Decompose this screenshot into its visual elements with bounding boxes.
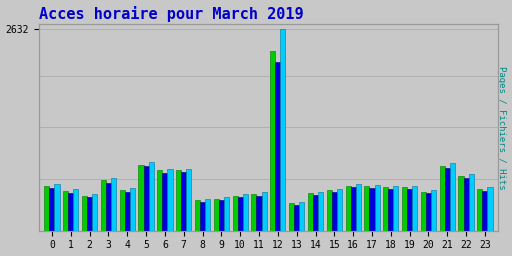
Bar <box>313 195 318 231</box>
Bar <box>143 166 148 231</box>
Bar <box>370 188 374 231</box>
Bar <box>73 189 78 231</box>
Bar <box>281 29 286 231</box>
Bar <box>308 193 313 231</box>
Bar <box>125 192 130 231</box>
Bar <box>68 193 73 231</box>
Bar <box>138 165 143 231</box>
Bar <box>87 197 92 231</box>
Bar <box>200 202 205 231</box>
Bar <box>445 168 450 231</box>
Bar <box>157 170 162 231</box>
Bar <box>101 180 106 231</box>
Bar <box>365 186 370 231</box>
Bar <box>318 192 323 231</box>
Bar <box>186 169 191 231</box>
Bar <box>332 192 337 231</box>
Bar <box>167 169 173 231</box>
Bar <box>130 188 135 231</box>
Bar <box>374 185 379 231</box>
Bar <box>299 202 304 231</box>
Bar <box>388 189 393 231</box>
Bar <box>111 178 116 231</box>
Bar <box>54 184 59 231</box>
Bar <box>337 189 342 231</box>
Bar <box>257 196 262 231</box>
Bar <box>450 163 455 231</box>
Bar <box>383 187 388 231</box>
Bar <box>238 197 243 231</box>
Bar <box>214 199 219 231</box>
Bar <box>440 166 445 231</box>
Text: Acces horaire pour March 2019: Acces horaire pour March 2019 <box>39 6 304 22</box>
Y-axis label: Pages / Fichiers / Hits: Pages / Fichiers / Hits <box>498 66 506 189</box>
Bar <box>82 196 87 231</box>
Bar <box>458 176 463 231</box>
Bar <box>232 196 238 231</box>
Bar <box>251 194 257 231</box>
Bar <box>477 189 482 231</box>
Bar <box>463 178 468 231</box>
Bar <box>412 186 417 231</box>
Bar <box>407 189 412 231</box>
Bar <box>289 203 294 231</box>
Bar <box>327 190 332 231</box>
Bar <box>50 188 54 231</box>
Bar <box>426 193 431 231</box>
Bar <box>224 197 229 231</box>
Bar <box>243 194 248 231</box>
Bar <box>393 186 398 231</box>
Bar <box>195 200 200 231</box>
Bar <box>270 51 275 231</box>
Bar <box>162 173 167 231</box>
Bar <box>63 191 68 231</box>
Bar <box>148 162 154 231</box>
Bar <box>275 62 281 231</box>
Bar <box>106 183 111 231</box>
Bar <box>176 170 181 231</box>
Bar <box>402 187 407 231</box>
Bar <box>45 186 50 231</box>
Bar <box>431 190 436 231</box>
Bar <box>468 174 474 231</box>
Bar <box>421 192 426 231</box>
Bar <box>181 172 186 231</box>
Bar <box>346 186 351 231</box>
Bar <box>294 205 299 231</box>
Bar <box>120 190 125 231</box>
Bar <box>356 184 361 231</box>
Bar <box>219 200 224 231</box>
Bar <box>351 187 356 231</box>
Bar <box>92 194 97 231</box>
Bar <box>262 193 267 231</box>
Bar <box>487 187 493 231</box>
Bar <box>482 191 487 231</box>
Bar <box>205 199 210 231</box>
